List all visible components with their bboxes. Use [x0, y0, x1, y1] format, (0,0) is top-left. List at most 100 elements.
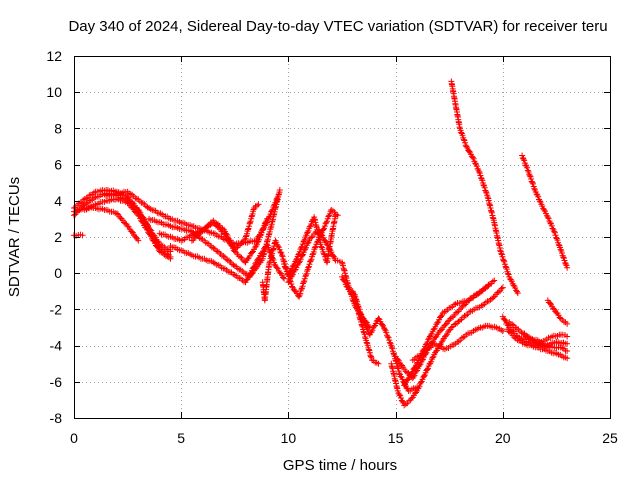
- data-point-marker: [263, 241, 270, 248]
- data-point-marker: [124, 199, 131, 206]
- data-point-marker: [514, 337, 526, 346]
- data-point-marker: [190, 253, 215, 265]
- data-point-marker: [370, 357, 380, 366]
- data-point-marker: [552, 308, 563, 321]
- data-point-marker: [328, 213, 339, 239]
- data-point-marker: [294, 236, 308, 260]
- data-point-marker: [136, 213, 152, 236]
- data-point-marker: [467, 289, 483, 302]
- data-point-marker: [545, 299, 557, 312]
- data-point-marker: [296, 259, 303, 266]
- data-point-marker: [285, 279, 292, 286]
- data-point-marker: [448, 324, 455, 331]
- data-point-marker: [564, 340, 571, 347]
- data-point-marker: [499, 328, 506, 335]
- data-point-marker: [514, 290, 521, 297]
- data-point-marker: [395, 390, 407, 406]
- y-tick-label: 6: [54, 157, 62, 173]
- data-point-marker: [167, 248, 174, 255]
- data-point-marker: [500, 315, 512, 329]
- data-point-marker: [253, 218, 270, 248]
- data-point-marker: [499, 284, 506, 291]
- data-point-marker: [334, 257, 343, 265]
- data-point-marker: [551, 229, 563, 251]
- data-point-marker: [104, 196, 119, 204]
- data-point-marker: [363, 337, 375, 361]
- data-point-marker: [367, 317, 381, 336]
- data-point-marker: [169, 216, 194, 229]
- data-point-marker: [484, 322, 498, 331]
- data-point-marker: [479, 296, 494, 309]
- data-point-marker: [469, 304, 483, 314]
- data-point-marker: [276, 186, 283, 193]
- data-point-marker: [448, 80, 459, 107]
- data-point-marker: [443, 341, 457, 352]
- data-point-marker: [464, 144, 475, 160]
- series-arc-10: [188, 201, 262, 253]
- data-point-marker: [104, 188, 129, 199]
- x-tick-label: 25: [602, 430, 618, 446]
- series-arc-9: [167, 241, 288, 286]
- data-point-marker: [484, 194, 491, 201]
- series-arc-5: [81, 195, 174, 262]
- data-point-marker: [125, 200, 141, 217]
- y-tick-label: 2: [54, 229, 62, 245]
- data-point-marker: [375, 315, 382, 322]
- data-point-marker: [456, 317, 463, 324]
- data-point-marker: [263, 215, 270, 222]
- data-point-marker: [315, 226, 322, 233]
- data-point-marker: [286, 257, 300, 276]
- data-point-marker: [268, 189, 283, 228]
- data-point-marker: [262, 263, 272, 303]
- data-point-marker: [491, 221, 504, 254]
- data-point-marker: [447, 308, 462, 322]
- data-point-marker: [158, 231, 183, 243]
- data-point-marker: [505, 328, 518, 341]
- data-point-marker: [381, 326, 388, 333]
- data-point-marker: [393, 355, 407, 371]
- data-point-marker: [211, 245, 237, 268]
- data-point-marker: [167, 255, 174, 262]
- series-arc-24: [521, 331, 571, 349]
- data-point-marker: [286, 260, 302, 285]
- data-point-marker: [564, 348, 571, 355]
- x-axis-title: GPS time / hours: [283, 457, 397, 474]
- x-tick-label: 0: [70, 430, 78, 446]
- x-tick-label: 5: [177, 430, 185, 446]
- data-point-marker: [113, 210, 120, 217]
- data-point-marker: [507, 321, 522, 333]
- data-point-marker: [94, 191, 108, 200]
- data-point-marker: [564, 333, 571, 340]
- data-point-marker: [485, 195, 497, 224]
- data-point-marker: [414, 360, 421, 367]
- data-point-marker: [243, 260, 259, 284]
- data-point-marker: [454, 298, 470, 307]
- data-point-marker: [273, 239, 285, 256]
- data-point-marker: [532, 189, 544, 206]
- y-axis-title: SDTVAR / TECUs: [6, 177, 23, 297]
- data-point-marker: [428, 331, 441, 347]
- y-tick-label: 8: [54, 120, 62, 136]
- data-point-marker: [115, 211, 130, 228]
- data-point-marker: [414, 335, 433, 366]
- series-arc-16: [388, 284, 506, 409]
- y-tick-label: -2: [50, 301, 63, 317]
- data-point-marker: [255, 201, 262, 208]
- data-point-marker: [324, 242, 338, 262]
- data-point-marker: [558, 248, 570, 269]
- data-point-marker: [147, 217, 172, 229]
- data-point-marker: [440, 326, 454, 342]
- data-point-marker: [83, 189, 97, 202]
- data-point-marker: [125, 195, 141, 211]
- data-point-marker: [169, 244, 194, 258]
- data-point-marker: [476, 168, 483, 175]
- data-point-marker: [94, 205, 108, 213]
- data-point-marker: [564, 355, 571, 362]
- data-point-marker: [470, 155, 482, 174]
- data-point-marker: [211, 219, 226, 232]
- y-tick-label: -6: [50, 374, 63, 390]
- data-point-marker: [72, 196, 87, 211]
- data-point-marker: [402, 362, 420, 388]
- data-point-marker: [436, 318, 451, 334]
